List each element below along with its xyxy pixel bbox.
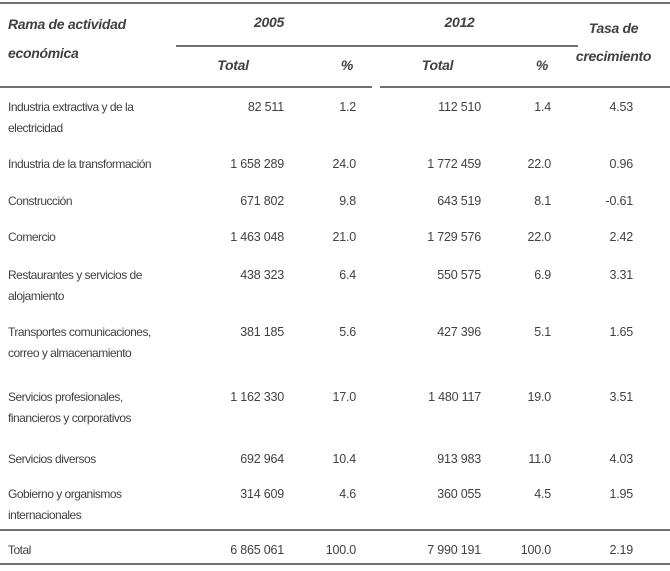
- cell-growth: 1.95: [609, 487, 633, 501]
- cell-pct-2005: 5.6: [339, 325, 356, 339]
- header-pct-2005: %: [340, 57, 353, 73]
- table-row: Restaurantes y servicios de alojamiento …: [0, 256, 670, 313]
- cell-total-2012: 643 519: [437, 194, 481, 208]
- table-row: Servicios diversos 692 964 10.4 913 983 …: [0, 440, 670, 475]
- row-label: Transportes comunicaciones, correo y alm…: [8, 325, 151, 360]
- rule-bottom: [0, 563, 670, 565]
- cell-pct-2005: 4.6: [339, 487, 356, 501]
- cell-pct-2012: 19.0: [527, 390, 551, 404]
- header-growth-rate: Tasa de crecimiento: [575, 20, 652, 64]
- cell-growth: 2.42: [609, 230, 633, 244]
- cell-pct-2012: 1.4: [534, 100, 551, 114]
- table-row: Transportes comunicaciones, correo y alm…: [0, 313, 670, 378]
- cell-growth: 4.53: [609, 100, 633, 114]
- rule-header-bottom-left: [0, 86, 372, 88]
- row-label: Industria de la transformación: [8, 157, 152, 171]
- cell-total-2012: 7 990 191: [427, 543, 481, 557]
- cell-total-2005: 314 609: [240, 487, 284, 501]
- cell-growth: 3.51: [609, 390, 633, 404]
- cell-total-2012: 550 575: [437, 268, 481, 282]
- rule-header-bottom-right: [380, 86, 670, 88]
- cell-growth: 2.19: [609, 543, 633, 557]
- cell-total-2005: 381 185: [240, 325, 284, 339]
- header-total-2012: Total: [421, 57, 454, 73]
- row-label: Gobierno y organismos internacionales: [8, 487, 122, 522]
- row-label: Restaurantes y servicios de alojamiento: [8, 268, 142, 303]
- row-label: Servicios profesionales, financieros y c…: [8, 390, 132, 425]
- table-row: Industria de la transformación 1 658 289…: [0, 145, 670, 182]
- cell-total-2005: 438 323: [240, 268, 284, 282]
- cell-pct-2005: 100.0: [325, 543, 356, 557]
- cell-pct-2005: 24.0: [332, 157, 356, 171]
- cell-pct-2005: 6.4: [339, 268, 356, 282]
- rule-top: [0, 2, 670, 4]
- cell-pct-2005: 9.8: [339, 194, 356, 208]
- header-year-2005: 2005: [254, 14, 284, 30]
- cell-total-2005: 1 463 048: [230, 230, 284, 244]
- cell-pct-2005: 10.4: [332, 452, 356, 466]
- cell-pct-2005: 21.0: [332, 230, 356, 244]
- cell-total-2012: 360 055: [437, 487, 481, 501]
- cell-pct-2012: 11.0: [528, 452, 551, 466]
- header-year-2012: 2012: [444, 14, 475, 30]
- row-label: Comercio: [8, 230, 56, 244]
- header-row-label: Rama de actividad económica: [8, 16, 126, 61]
- cell-growth: 4.03: [609, 452, 633, 466]
- cell-pct-2012: 100.0: [520, 543, 551, 557]
- cell-growth: -0.61: [605, 194, 634, 208]
- cell-total-2012: 427 396: [437, 325, 481, 339]
- cell-total-2005: 1 162 330: [230, 390, 284, 404]
- cell-total-2012: 913 983: [437, 452, 481, 466]
- cell-growth: 1.65: [609, 325, 633, 339]
- row-label: Construcción: [8, 194, 73, 208]
- cell-pct-2012: 22.0: [527, 230, 551, 244]
- cell-pct-2012: 22.0: [527, 157, 551, 171]
- header-pct-2012: %: [535, 57, 548, 73]
- cell-pct-2012: 6.9: [534, 268, 551, 282]
- cell-total-2005: 6 865 061: [230, 543, 284, 557]
- rule-under-years: [176, 45, 578, 47]
- table-header: Rama de actividad económica 2005 2012 Ta…: [0, 0, 670, 88]
- table-row: Construcción 671 802 9.8 643 519 8.1 -0.…: [0, 182, 670, 218]
- cell-pct-2005: 17.0: [332, 390, 356, 404]
- table-total-row: Total 6 865 061 100.0 7 990 191 100.0 2.…: [0, 531, 670, 565]
- table-body: Industria extractiva y de la electricida…: [0, 88, 670, 531]
- cell-total-2012: 1 729 576: [427, 230, 481, 244]
- cell-total-2012: 1 772 459: [427, 157, 481, 171]
- cell-total-2012: 1 480 117: [428, 390, 481, 404]
- header-total-2005: Total: [217, 57, 249, 73]
- table-row: Gobierno y organismos internacionales 31…: [0, 475, 670, 531]
- cell-pct-2005: 1.2: [339, 100, 356, 114]
- cell-total-2012: 112 510: [438, 100, 481, 114]
- table-row: Industria extractiva y de la electricida…: [0, 88, 670, 145]
- table-row: Servicios profesionales, financieros y c…: [0, 378, 670, 440]
- cell-pct-2012: 5.1: [534, 325, 551, 339]
- cell-pct-2012: 4.5: [534, 487, 551, 501]
- row-label: Servicios diversos: [8, 452, 96, 466]
- total-row-label: Total: [8, 543, 31, 557]
- row-label: Industria extractiva y de la electricida…: [8, 100, 134, 135]
- cell-growth: 3.31: [609, 268, 633, 282]
- cell-total-2005: 82 511: [247, 100, 284, 114]
- cell-pct-2012: 8.1: [534, 194, 551, 208]
- cell-total-2005: 671 802: [240, 194, 284, 208]
- table-row: Comercio 1 463 048 21.0 1 729 576 22.0 2…: [0, 218, 670, 256]
- cell-total-2005: 692 964: [240, 452, 284, 466]
- cell-growth: 0.96: [609, 157, 633, 171]
- rule-above-total: [0, 529, 670, 531]
- cell-total-2005: 1 658 289: [230, 157, 284, 171]
